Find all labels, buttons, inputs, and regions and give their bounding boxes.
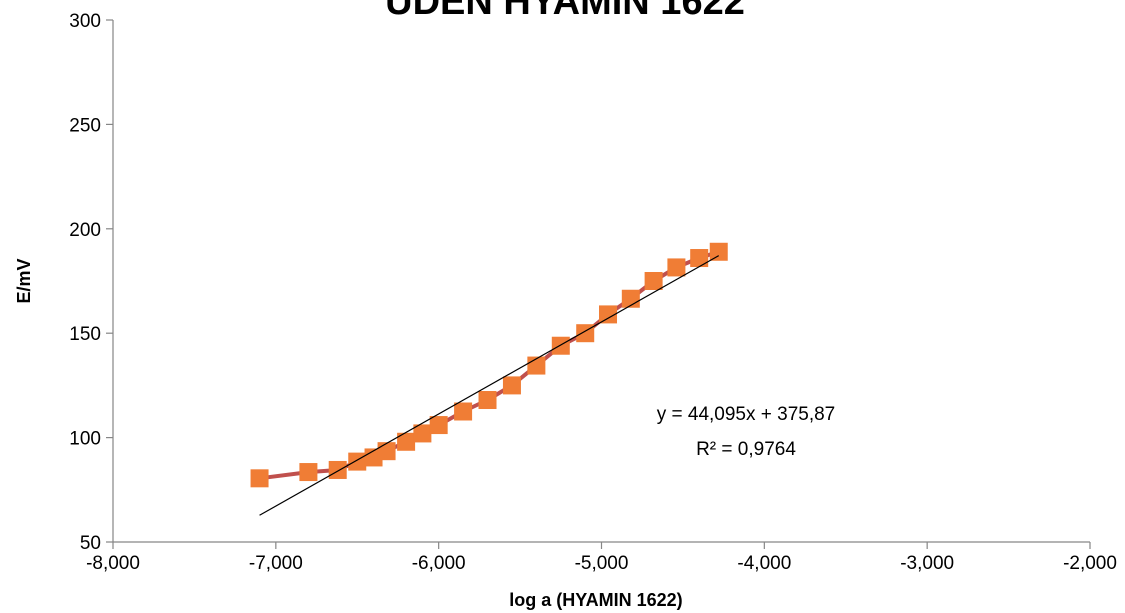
data-point xyxy=(413,424,432,443)
x-tick-label: -4,000 xyxy=(737,553,791,574)
data-point xyxy=(348,452,367,471)
y-tick-label: 100 xyxy=(69,429,101,450)
x-tick-label: -2,000 xyxy=(1063,553,1117,574)
x-axis-title: log a (HYAMIN 1622) xyxy=(509,590,682,610)
series-layer xyxy=(250,242,728,488)
trendline xyxy=(259,255,720,516)
y-tick-label: 300 xyxy=(69,11,101,32)
data-point xyxy=(377,442,396,461)
x-tick-label: -5,000 xyxy=(575,553,629,574)
y-axis-title: E/mV xyxy=(14,258,34,303)
data-point xyxy=(690,249,709,268)
data-point xyxy=(250,469,269,488)
data-point xyxy=(429,416,448,435)
axes xyxy=(112,20,1090,543)
trend-layer xyxy=(259,255,720,516)
x-tick-label: -6,000 xyxy=(412,553,466,574)
data-point xyxy=(644,272,663,290)
data-point xyxy=(397,432,416,451)
data-point xyxy=(328,460,347,479)
y-tick-label: 200 xyxy=(69,220,101,241)
y-tick-label: 150 xyxy=(69,324,101,345)
y-tick-label: 50 xyxy=(80,533,101,554)
data-point xyxy=(709,242,728,261)
data-point xyxy=(502,376,521,395)
y-tick-label: 250 xyxy=(69,115,101,136)
trendline-equation: y = 44,095x + 375,87 xyxy=(657,404,836,425)
data-point xyxy=(667,258,686,277)
data-point xyxy=(599,305,618,324)
trendline-r2: R² = 0,9764 xyxy=(696,439,796,460)
data-point xyxy=(454,402,473,421)
x-tick-label: -8,000 xyxy=(86,553,140,574)
y-ticks: 50 100 150 200 250 300 xyxy=(69,11,113,554)
x-ticks: -8,000 -7,000 -6,000 -5,000 -4,000 -3,000 -2,0… xyxy=(86,542,1117,574)
chart-title: ÜDEN HYAMIN 1622 xyxy=(385,0,745,23)
data-point xyxy=(551,336,570,355)
data-point xyxy=(299,463,318,482)
data-point xyxy=(478,391,497,410)
x-tick-label: -7,000 xyxy=(249,553,303,574)
x-tick-label: -3,000 xyxy=(900,553,954,574)
